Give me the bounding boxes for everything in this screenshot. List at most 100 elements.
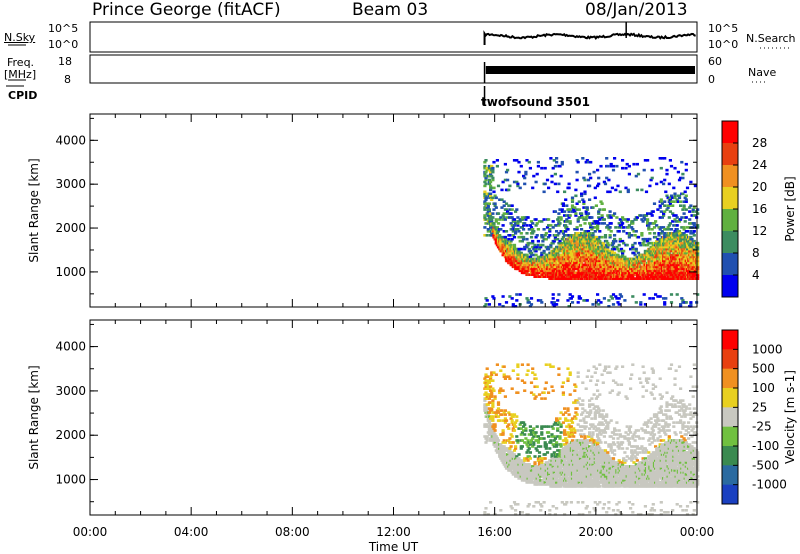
echo-cell <box>552 471 556 474</box>
echo-cell <box>512 243 517 247</box>
echo-cell <box>490 433 494 436</box>
echo-cell <box>544 381 548 384</box>
echo-cell <box>684 301 688 304</box>
echo-cell <box>492 431 496 434</box>
echo-cell <box>486 413 490 416</box>
echo-cell <box>631 243 635 247</box>
echo-cell <box>594 204 598 207</box>
echo-cell <box>576 220 580 223</box>
echo-cell <box>534 180 538 184</box>
echo-cell <box>564 503 568 506</box>
echo-cell <box>658 204 662 207</box>
echo-cell <box>534 501 538 504</box>
echo-cell <box>564 269 568 273</box>
echo-cell <box>622 230 626 233</box>
echo-cell <box>618 190 622 194</box>
echo-cell <box>647 226 651 229</box>
echo-cell <box>566 459 570 462</box>
echo-cell <box>611 303 616 306</box>
echo-cell <box>568 427 572 430</box>
echo-cell <box>682 245 686 249</box>
echo-cell <box>506 245 510 249</box>
echo-cell <box>598 257 602 261</box>
echo-cell <box>619 277 624 280</box>
echo-cell <box>617 230 621 233</box>
echo-cell <box>492 297 496 300</box>
echo-cell <box>582 271 586 275</box>
echo-cell <box>498 391 502 394</box>
echo-cell <box>682 200 686 203</box>
echo-cell <box>581 216 585 219</box>
echo-cell <box>576 160 580 164</box>
echo-cell <box>569 501 573 504</box>
echo-cell <box>490 409 494 412</box>
echo-cell <box>552 451 556 454</box>
echo-cell <box>527 228 531 231</box>
echo-cell <box>567 413 571 416</box>
echo-cell <box>491 295 495 298</box>
echo-cell <box>490 218 494 221</box>
echo-cell <box>659 226 663 229</box>
echo-cell <box>494 413 498 416</box>
echo-cell <box>547 431 551 434</box>
echo-cell <box>502 200 506 203</box>
echo-cell <box>582 299 586 302</box>
echo-cell <box>512 413 517 416</box>
echo-cell <box>586 237 591 241</box>
echo-cell <box>516 222 520 225</box>
echo-cell <box>657 234 661 237</box>
echo-cell <box>508 413 512 416</box>
echo-cell <box>555 441 559 444</box>
echo-cell <box>625 243 629 247</box>
echo-cell <box>543 182 547 186</box>
echo-cell <box>609 164 613 168</box>
echo-cell <box>489 192 493 196</box>
echo-cell <box>569 247 573 251</box>
echo-cell <box>627 271 631 275</box>
echo-cell <box>625 220 629 223</box>
echo-cell <box>580 228 584 231</box>
echo-cell <box>514 509 518 512</box>
echo-cell <box>564 419 568 422</box>
echo-cell <box>523 459 527 462</box>
echo-cell <box>544 425 548 428</box>
echo-cell <box>682 226 686 229</box>
echo-cell <box>516 377 520 380</box>
echo-cell <box>568 271 572 275</box>
echo-cell <box>650 267 654 271</box>
echo-cell <box>696 251 700 255</box>
echo-cell <box>515 208 519 211</box>
echo-cell <box>493 441 497 444</box>
echo-cell <box>663 275 667 278</box>
echo-cell <box>529 381 534 384</box>
echo-cell <box>512 453 517 456</box>
echo-cell <box>503 162 507 166</box>
echo-cell <box>537 477 542 480</box>
nave-tick-high: 60 <box>708 55 722 68</box>
echo-cell <box>684 198 688 201</box>
echo-cell <box>542 190 546 194</box>
echo-cell <box>610 249 614 253</box>
echo-cell <box>531 239 535 243</box>
echo-cell <box>556 423 560 426</box>
echo-cell <box>651 297 655 300</box>
echo-cell <box>557 212 561 215</box>
echo-cell <box>602 263 606 267</box>
echo-cell <box>679 176 683 180</box>
echo-cell <box>489 170 493 174</box>
echo-cell <box>692 255 696 259</box>
echo-cell <box>660 261 664 265</box>
echo-cell <box>606 214 610 217</box>
echo-cell <box>492 186 496 190</box>
top-panels <box>6 21 790 106</box>
echo-cell <box>553 235 557 239</box>
echo-cell <box>514 513 518 516</box>
echo-cell <box>573 429 577 432</box>
echo-cell <box>516 184 520 188</box>
echo-cell <box>593 196 597 200</box>
echo-cell <box>565 218 569 221</box>
echo-cell <box>523 257 527 261</box>
echo-cell <box>527 455 531 458</box>
echo-cell <box>502 212 506 215</box>
